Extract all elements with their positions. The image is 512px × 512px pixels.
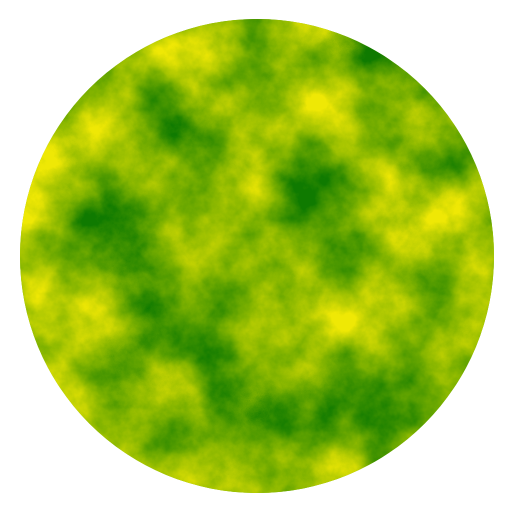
noise-texture (20, 19, 494, 493)
noise-disc (20, 19, 494, 493)
